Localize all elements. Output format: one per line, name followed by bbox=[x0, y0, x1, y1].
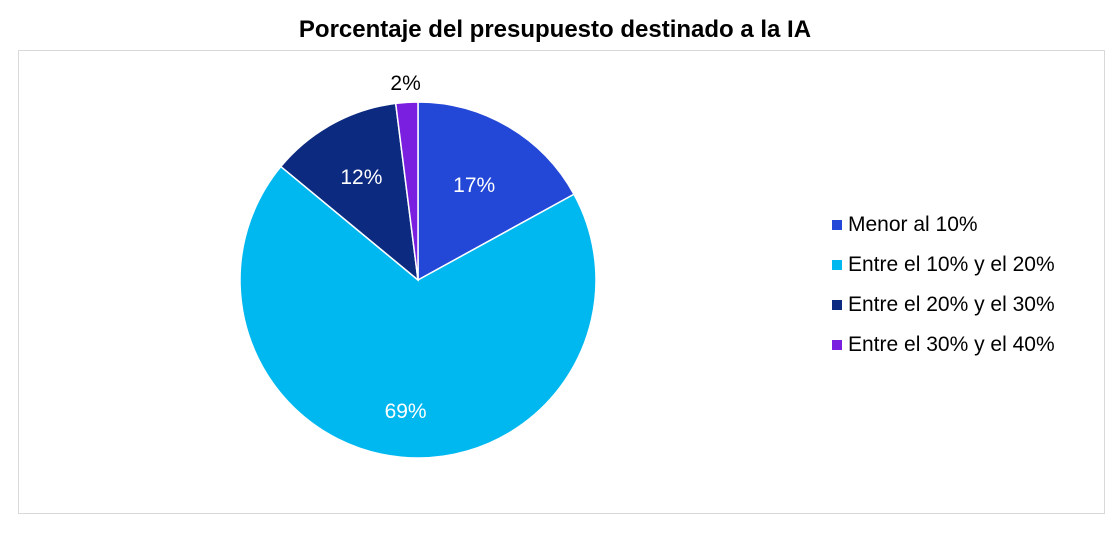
legend-item: Entre el 20% y el 30% bbox=[832, 285, 1055, 325]
chart-title: Porcentaje del presupuesto destinado a l… bbox=[298, 16, 812, 43]
data-label: 2% bbox=[390, 72, 420, 95]
legend-swatch bbox=[832, 300, 842, 310]
legend-swatch bbox=[832, 340, 842, 350]
pie-slice bbox=[239, 165, 597, 459]
data-label: 17% bbox=[453, 174, 495, 197]
data-label: 69% bbox=[385, 400, 427, 423]
chart-frame bbox=[18, 50, 1105, 514]
legend: Menor al 10% Entre el 10% y el 20% Entre… bbox=[832, 205, 1055, 365]
data-label: 12% bbox=[340, 166, 382, 189]
pie-slice bbox=[394, 101, 419, 281]
legend-label: Entre el 20% y el 30% bbox=[848, 293, 1055, 316]
pie-slice bbox=[417, 101, 576, 282]
legend-label: Entre el 30% y el 40% bbox=[848, 333, 1055, 356]
legend-swatch bbox=[832, 260, 842, 270]
legend-item: Entre el 30% y el 40% bbox=[832, 325, 1055, 365]
legend-label: Entre el 10% y el 20% bbox=[848, 253, 1055, 276]
pie-slice bbox=[279, 102, 419, 282]
legend-label: Menor al 10% bbox=[848, 213, 978, 236]
legend-item: Entre el 10% y el 20% bbox=[832, 245, 1055, 285]
legend-item: Menor al 10% bbox=[832, 205, 1055, 245]
legend-swatch bbox=[832, 220, 842, 230]
